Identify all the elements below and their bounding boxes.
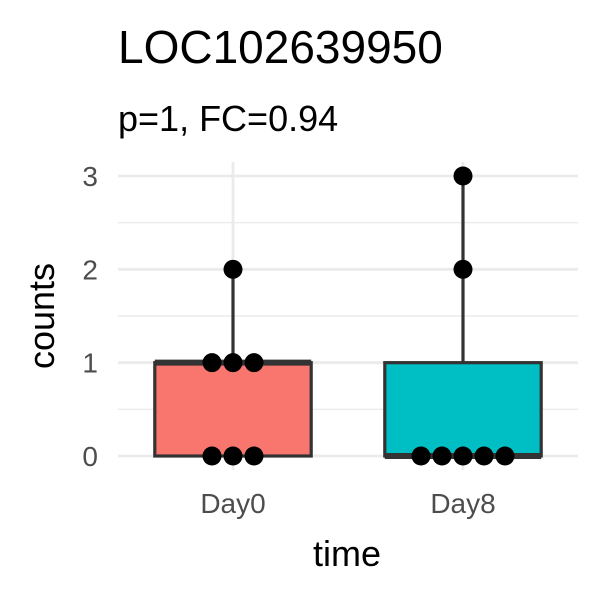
data-point [432,446,452,466]
data-point [244,446,264,466]
data-point [453,446,473,466]
y-tick-label: 0 [82,441,98,472]
data-point [223,446,243,466]
tick-labels: 0 1 2 3 Day0 Day8 [82,161,495,519]
x-tick-label: Day8 [430,488,495,519]
box [153,361,313,458]
data-point [474,446,494,466]
data-point [495,446,515,466]
data-point [202,446,222,466]
box [383,361,543,458]
x-axis-title: time [313,533,381,574]
data-point [244,353,264,373]
data-point [453,259,473,279]
y-tick-label: 2 [82,254,98,285]
data-point [453,166,473,186]
data-point [411,446,431,466]
data-point [223,353,243,373]
y-axis-title: counts [21,263,62,369]
data-points [202,166,515,466]
data-point [223,259,243,279]
y-tick-label: 3 [82,161,98,192]
chart-title: LOC102639950 [118,21,443,73]
chart-subtitle: p=1, FC=0.94 [118,98,338,139]
x-tick-label: Day0 [200,488,265,519]
y-tick-label: 1 [82,348,98,379]
data-point [202,353,222,373]
